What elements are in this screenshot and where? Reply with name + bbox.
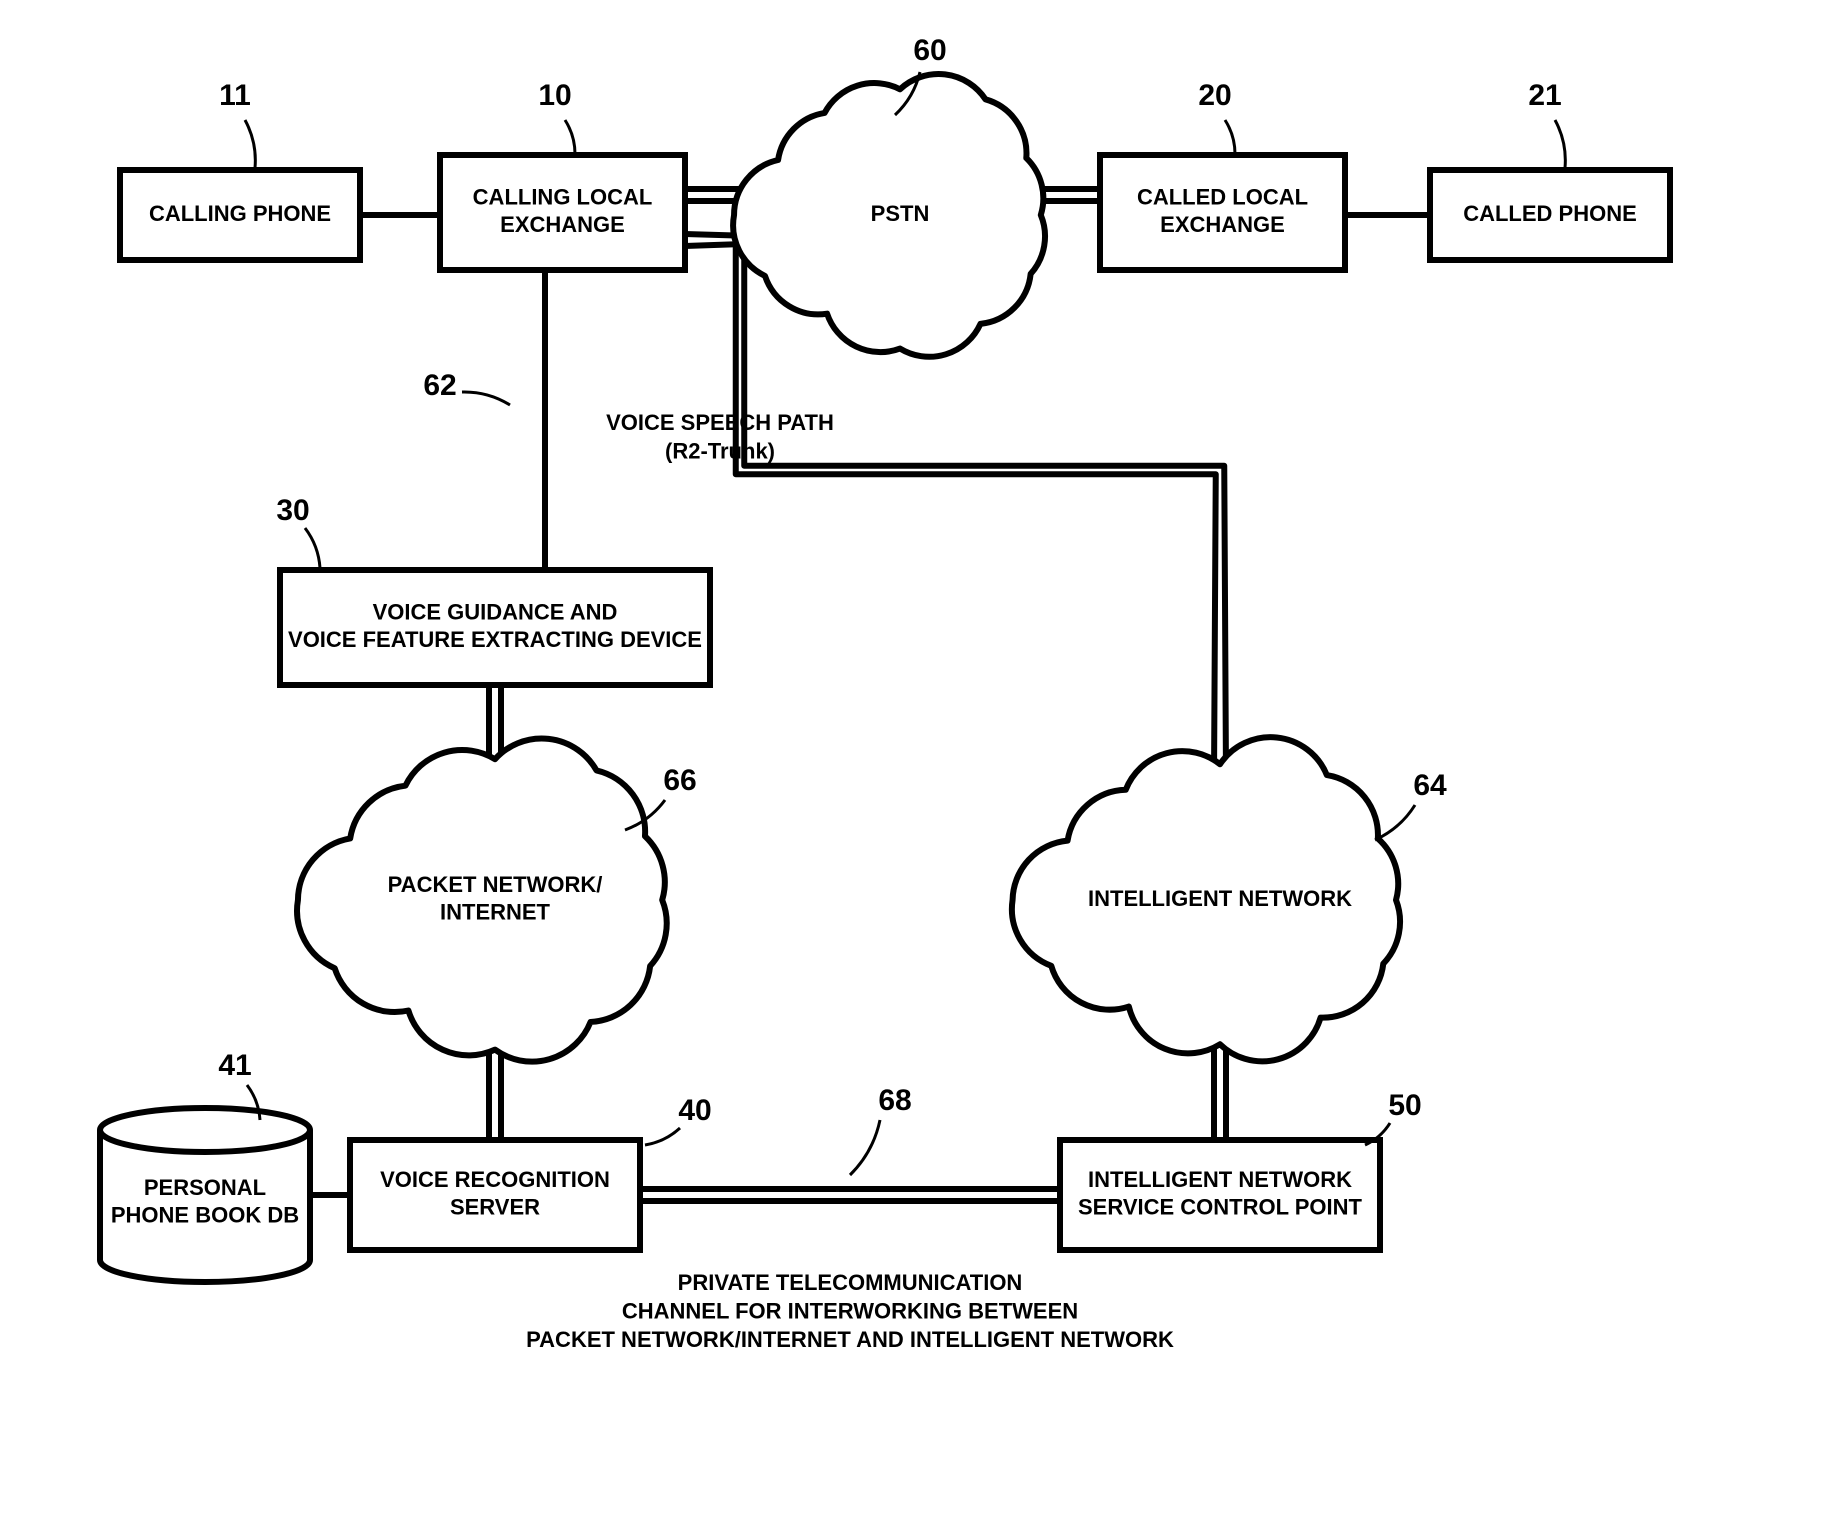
cylinder-top [100, 1108, 310, 1152]
ref-leader-64 [1375, 805, 1415, 840]
ref-leader-68 [850, 1120, 880, 1175]
free-text-voice-path: (R2-Trunk) [665, 439, 775, 464]
svg-text:PSTN: PSTN [871, 201, 930, 226]
free-text-priv-channel: PRIVATE TELECOMMUNICATION [678, 1270, 1023, 1295]
ref-leader-30 [305, 528, 320, 568]
ref-label-50: 50 [1388, 1089, 1421, 1122]
ref-label-64: 64 [1413, 769, 1447, 802]
ref-label-21: 21 [1528, 79, 1561, 112]
ref-leader-40 [645, 1128, 680, 1145]
ref-leader-10 [565, 120, 575, 155]
ref-leader-20 [1225, 120, 1235, 155]
svg-text:VOICE FEATURE EXTRACTING DEVIC: VOICE FEATURE EXTRACTING DEVICE [288, 627, 702, 652]
svg-text:CALLED PHONE: CALLED PHONE [1463, 201, 1637, 226]
free-text-priv-channel: CHANNEL FOR INTERWORKING BETWEEN [622, 1299, 1078, 1324]
ref-label-20: 20 [1198, 79, 1231, 112]
svg-text:SERVER: SERVER [450, 1195, 540, 1220]
ref-label-68: 68 [878, 1084, 911, 1117]
svg-text:SERVICE CONTROL POINT: SERVICE CONTROL POINT [1078, 1195, 1363, 1220]
free-text-priv-channel: PACKET NETWORK/INTERNET AND INTELLIGENT … [526, 1327, 1174, 1352]
ref-label-66: 66 [663, 764, 696, 797]
svg-text:VOICE GUIDANCE AND: VOICE GUIDANCE AND [373, 600, 618, 625]
ref-leader-11 [245, 120, 255, 168]
svg-text:INTELLIGENT NETWORK: INTELLIGENT NETWORK [1088, 1167, 1352, 1192]
ref-label-30: 30 [276, 494, 309, 527]
svg-text:EXCHANGE: EXCHANGE [1160, 212, 1285, 237]
svg-text:PACKET NETWORK/: PACKET NETWORK/ [388, 872, 603, 897]
svg-text:EXCHANGE: EXCHANGE [500, 212, 625, 237]
ref-label-40: 40 [678, 1094, 711, 1127]
ref-label-60: 60 [913, 34, 946, 67]
ref-leader-21 [1555, 120, 1565, 168]
svg-text:INTELLIGENT NETWORK: INTELLIGENT NETWORK [1088, 886, 1352, 911]
svg-text:CALLED LOCAL: CALLED LOCAL [1137, 185, 1308, 210]
ref-label-62: 62 [423, 369, 456, 402]
free-text-voice-path: VOICE SPEECH PATH [606, 410, 834, 435]
svg-text:CALLING PHONE: CALLING PHONE [149, 201, 331, 226]
ref-leader-62 [462, 392, 510, 405]
ref-label-10: 10 [538, 79, 571, 112]
ref-label-41: 41 [218, 1049, 251, 1082]
svg-text:PERSONAL: PERSONAL [144, 1175, 266, 1200]
ref-label-11: 11 [219, 79, 251, 112]
svg-text:CALLING LOCAL: CALLING LOCAL [473, 185, 653, 210]
svg-text:PHONE BOOK DB: PHONE BOOK DB [111, 1203, 299, 1228]
svg-text:VOICE RECOGNITION: VOICE RECOGNITION [380, 1167, 610, 1192]
svg-text:INTERNET: INTERNET [440, 900, 551, 925]
